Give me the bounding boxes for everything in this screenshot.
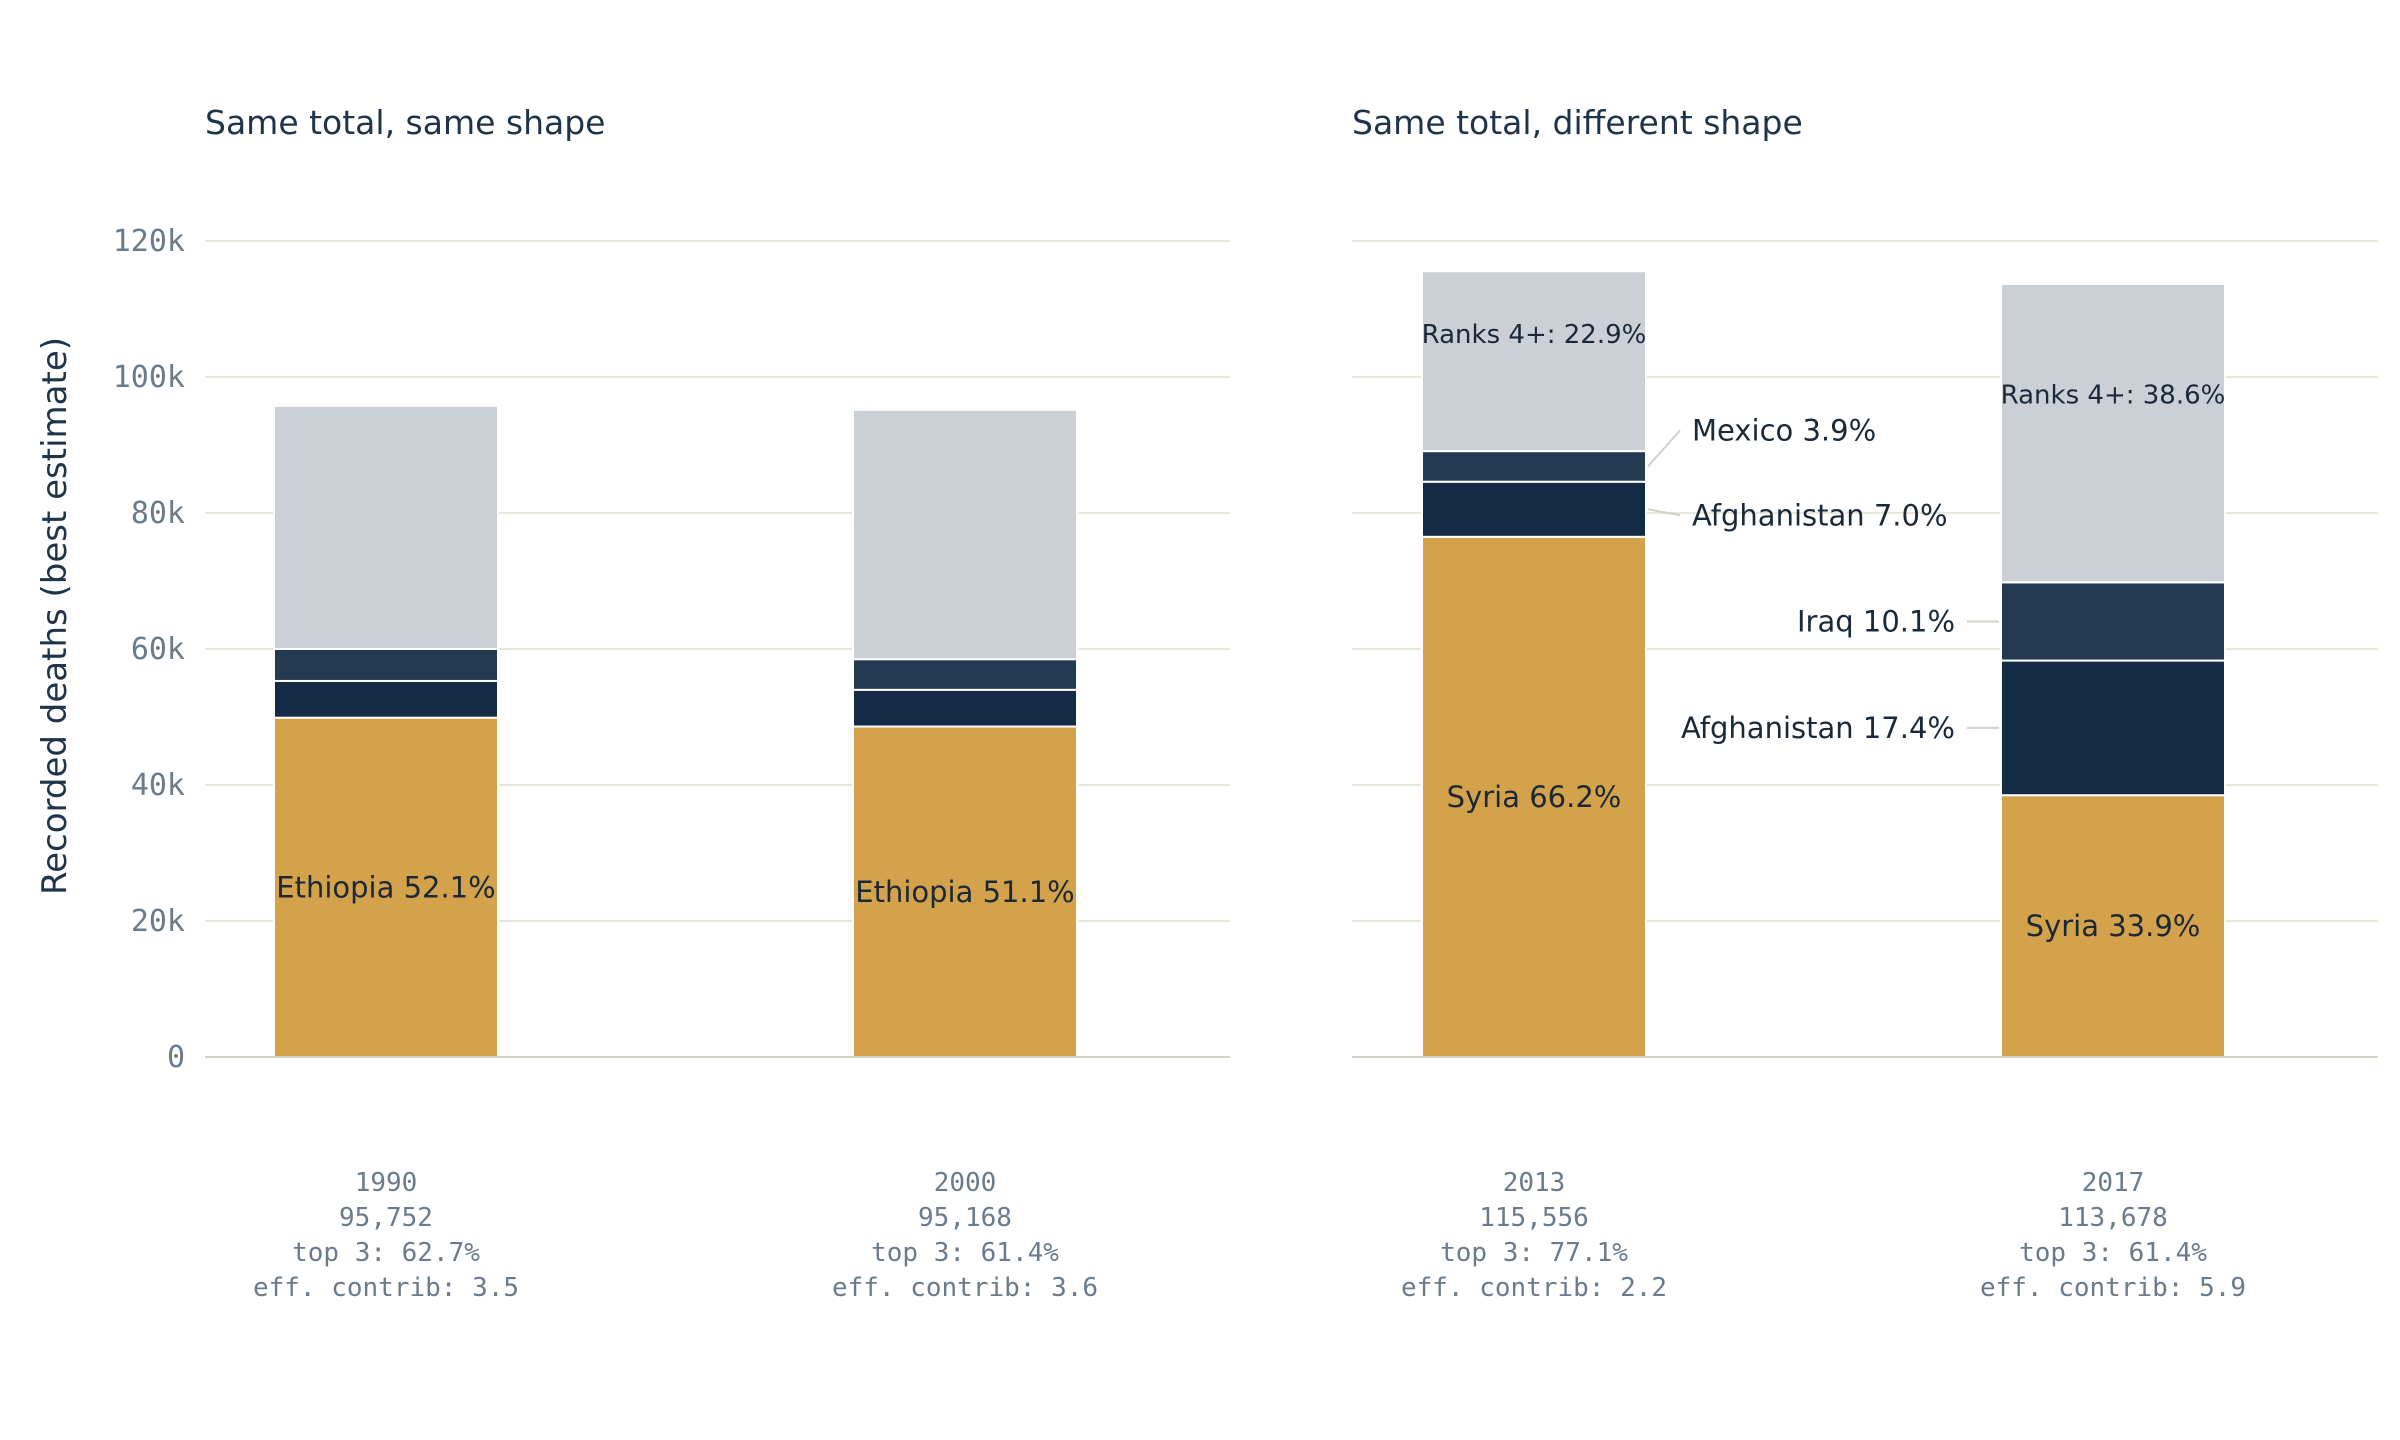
panel-2: Same total, different shape Syria 66.2% Af… [1352,103,2378,1303]
bar-segment [273,679,499,719]
bar-segment [273,404,499,651]
panel-title: Same total, same shape [205,103,605,142]
y-tick-label: 100k [113,360,185,395]
bar-2017: Syria 33.9% Afghanistan 17.4% Iraq 10.1% Ra… [1681,282,2226,1058]
bar-1990: Ethiopia 52.1% [273,404,499,1058]
bar-segment [2000,282,2226,584]
segment-label: Ethiopia 51.1% [855,875,1074,909]
y-tick-label: 20k [131,904,185,939]
leader-line [1647,508,1681,517]
category-total: 113,678 [2058,1203,2168,1233]
category-total: 95,752 [339,1203,433,1233]
category-top3: top 3: 77.1% [1440,1238,1628,1268]
bar-segment [852,688,1078,728]
bar-segment [852,725,1078,1059]
bar-segment [2000,581,2226,662]
bar-2013: Syria 66.2% Afghanistan 7.0% Mexico 3.9% Ra… [1421,270,1948,1058]
segment-label: Ranks 4+: 38.6% [2001,380,2226,410]
y-tick-label: 120k [113,224,185,259]
segment-label: Afghanistan 17.4% [1681,711,1955,745]
category-year: 2017 [2082,1168,2145,1198]
category-total: 95,168 [918,1203,1012,1233]
segment-label: Syria 33.9% [2026,909,2201,943]
bar-segment [852,408,1078,661]
bar-segment [852,658,1078,691]
y-tick-label: 0 [167,1040,185,1075]
panel-1: Same total, same shape 0 20k 40k 60k 80k 100k 1… [113,103,1230,1303]
bar-2000: Ethiopia 51.1% [852,408,1078,1059]
category-year: 2000 [934,1168,997,1198]
segment-label: Mexico 3.9% [1692,413,1876,447]
category-top3: top 3: 61.4% [2019,1238,2207,1268]
y-tick-label: 40k [131,768,185,803]
bar-segment [273,648,499,682]
bar-segment [1421,270,1647,453]
bar-segment [1421,535,1647,1058]
category-eff: eff. contrib: 3.5 [253,1273,519,1303]
y-tick-label: 60k [131,632,185,667]
bar-segment [1421,450,1647,483]
category-year: 2013 [1503,1168,1566,1198]
segment-label: Ethiopia 52.1% [276,870,495,904]
bar-segment [2000,794,2226,1058]
category-eff: eff. contrib: 2.2 [1401,1273,1667,1303]
bar-segment [2000,659,2226,797]
category-top3: top 3: 62.7% [292,1238,480,1268]
category-total: 115,556 [1479,1203,1589,1233]
segment-label: Syria 66.2% [1447,780,1622,814]
bar-segment [1421,480,1647,538]
y-axis-label: Recorded deaths (best estimate) [35,337,75,895]
category-year: 1990 [355,1168,418,1198]
segment-label: Afghanistan 7.0% [1692,498,1948,532]
segment-label: Ranks 4+: 22.9% [1422,320,1647,350]
category-eff: eff. contrib: 5.9 [1980,1273,2246,1303]
segment-label: Iraq 10.1% [1797,604,1955,638]
category-top3: top 3: 61.4% [871,1238,1059,1268]
panel-title: Same total, different shape [1352,103,1803,142]
leader-line [1647,429,1681,468]
y-tick-label: 80k [131,496,185,531]
category-eff: eff. contrib: 3.6 [832,1273,1098,1303]
